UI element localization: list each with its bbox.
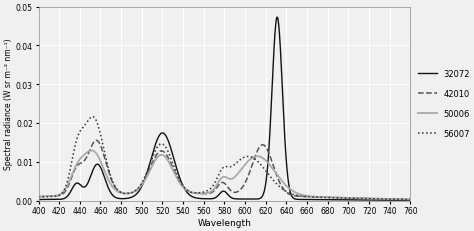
56007 xyxy=(397,198,402,201)
42010 xyxy=(408,198,413,201)
42010 xyxy=(36,195,41,198)
32072 xyxy=(329,198,335,201)
56007 xyxy=(217,172,222,174)
42010 xyxy=(217,183,222,185)
32072 xyxy=(397,199,402,202)
50006 xyxy=(397,198,402,201)
56007 xyxy=(55,195,60,198)
50006 xyxy=(36,195,41,198)
56007 xyxy=(36,196,41,198)
32072 xyxy=(207,198,212,200)
Line: 32072: 32072 xyxy=(38,18,410,200)
X-axis label: Wavelength: Wavelength xyxy=(198,218,251,227)
42010 xyxy=(397,198,403,201)
50006 xyxy=(89,149,95,152)
32072 xyxy=(36,198,41,201)
Line: 50006: 50006 xyxy=(38,151,410,200)
Line: 56007: 56007 xyxy=(38,117,410,200)
50006 xyxy=(55,194,60,197)
50006 xyxy=(329,196,335,199)
42010 xyxy=(55,195,60,197)
32072 xyxy=(397,199,403,202)
42010 xyxy=(207,192,212,195)
32072 xyxy=(55,198,60,201)
42010 xyxy=(397,198,402,201)
50006 xyxy=(217,179,222,182)
32072 xyxy=(217,193,222,196)
56007 xyxy=(329,196,335,199)
Line: 42010: 42010 xyxy=(38,141,410,200)
42010 xyxy=(329,196,335,199)
Legend: 32072, 42010, 50006, 56007: 32072, 42010, 50006, 56007 xyxy=(419,70,470,138)
56007 xyxy=(397,198,403,201)
50006 xyxy=(207,191,212,194)
56007 xyxy=(408,198,413,201)
56007 xyxy=(207,188,212,191)
32072 xyxy=(408,199,413,202)
50006 xyxy=(408,198,413,201)
42010 xyxy=(93,139,99,142)
50006 xyxy=(397,198,403,201)
Y-axis label: Spectral radiance (W sr m⁻² nm⁻¹): Spectral radiance (W sr m⁻² nm⁻¹) xyxy=(4,39,13,170)
32072 xyxy=(274,17,280,19)
56007 xyxy=(90,116,95,119)
